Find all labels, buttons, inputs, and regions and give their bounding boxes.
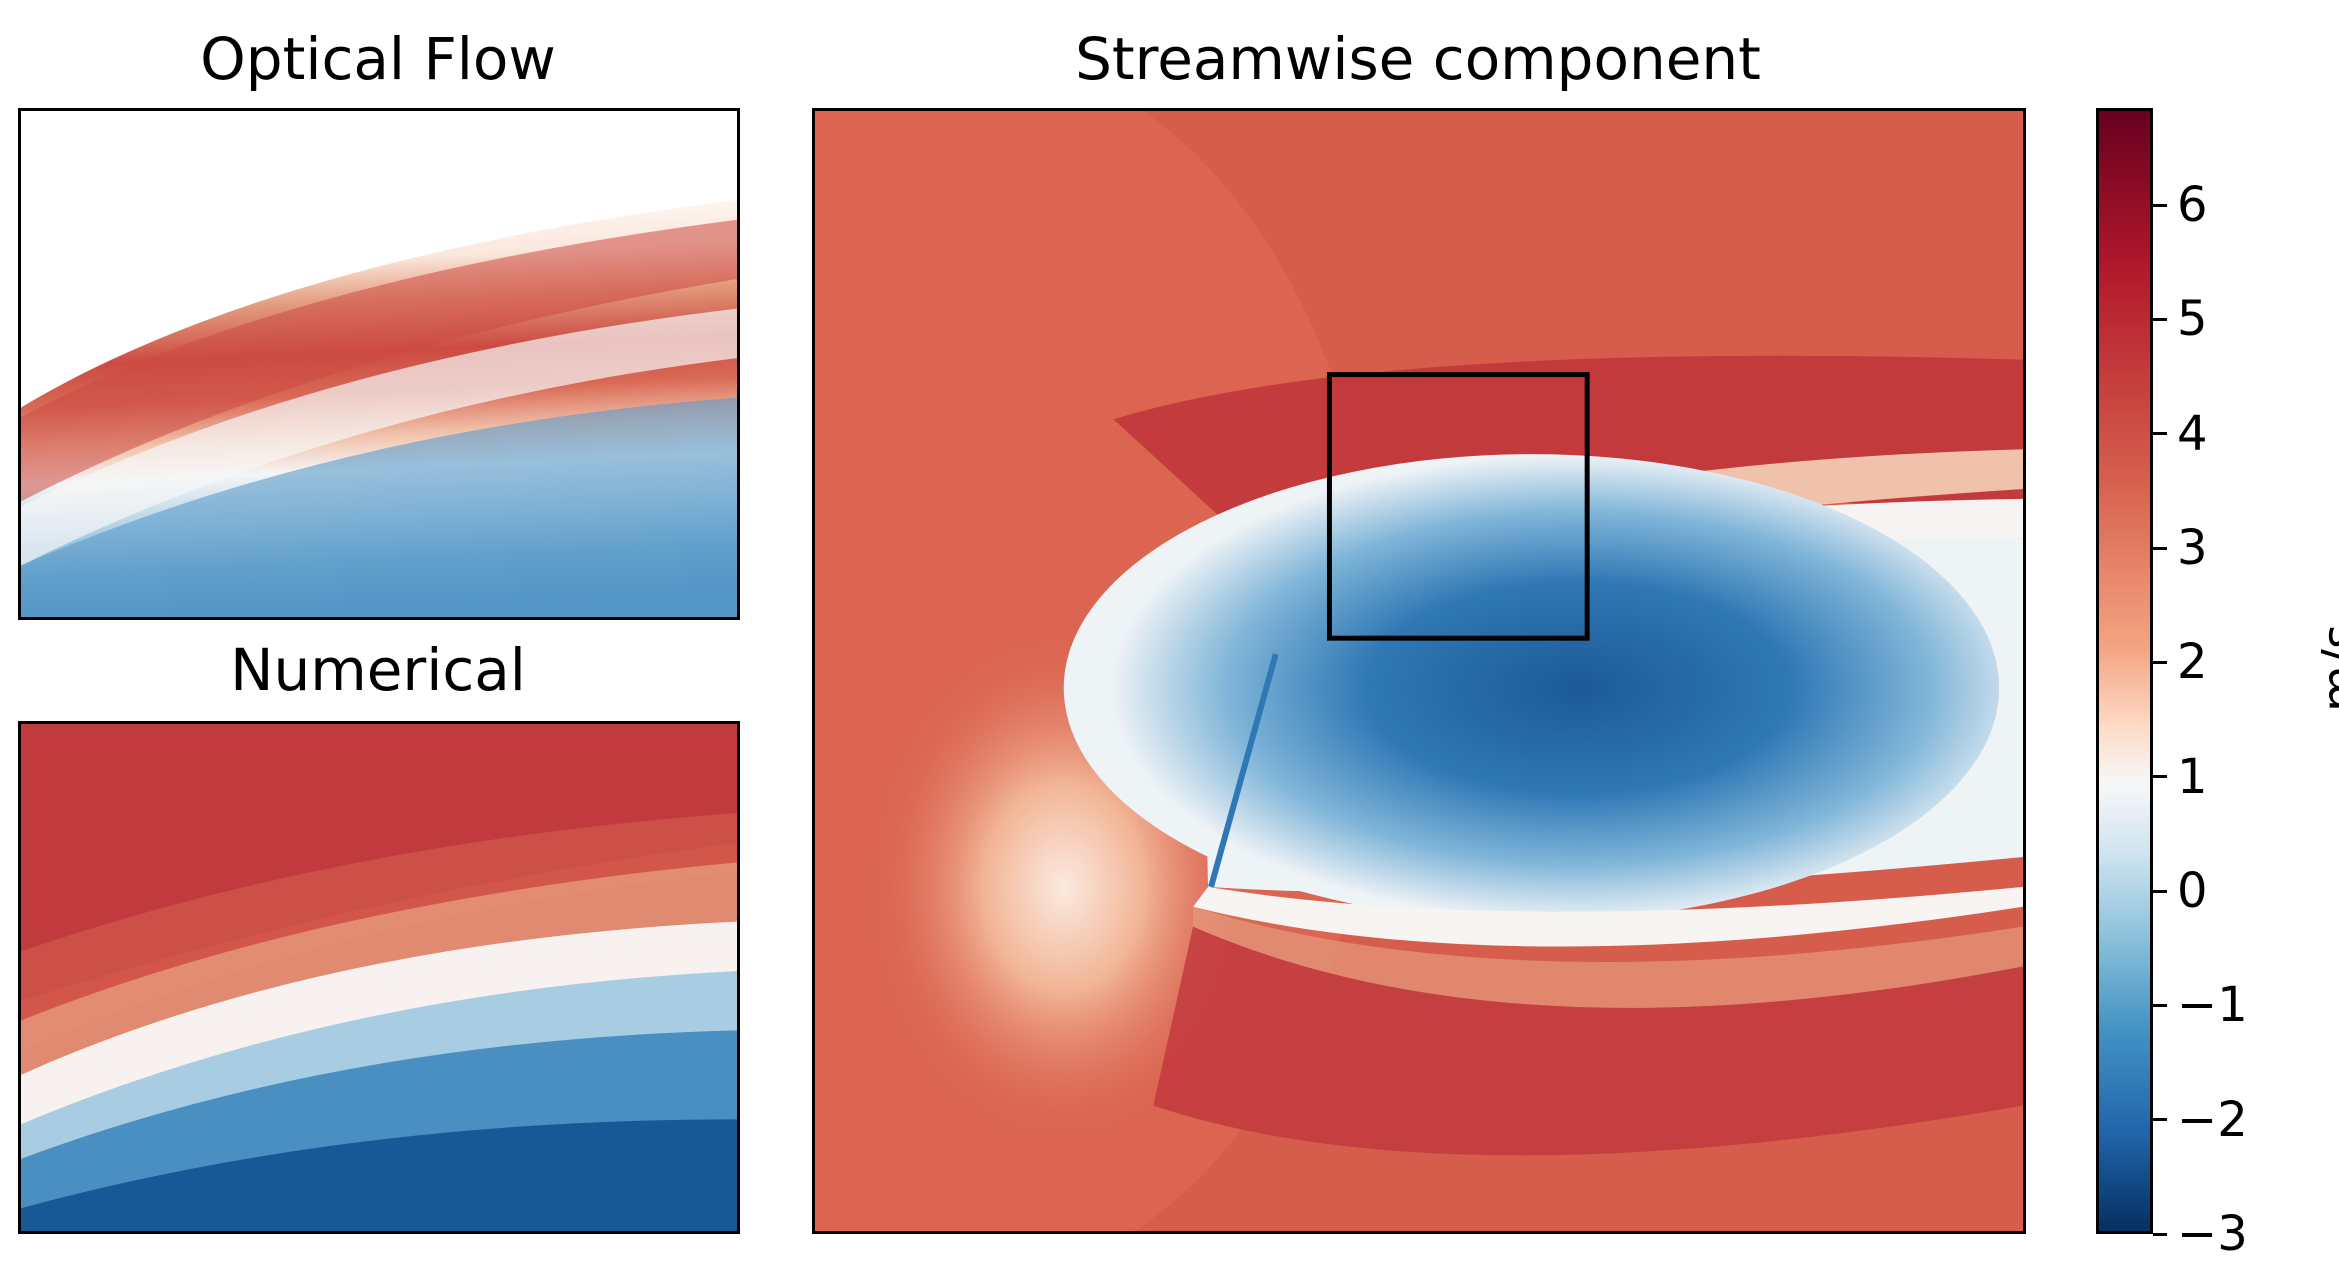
colorbar-tick-label: 1 [2177,748,2208,805]
optical-flow-panel [18,108,740,620]
streamwise-field [815,111,2023,1231]
colorbar-label: m/s [2312,624,2339,712]
numerical-field [21,724,737,1231]
numerical-title: Numerical [230,636,526,704]
colorbar-tick-label: 4 [2177,405,2208,462]
colorbar-tick [2153,203,2167,207]
optical-flow-title: Optical Flow [200,25,556,93]
colorbar-tick-label: 5 [2177,291,2208,348]
colorbar-tick-label: 0 [2177,863,2208,920]
colorbar [2096,108,2153,1234]
colorbar-tick-label: −3 [2177,1206,2248,1262]
colorbar-tick [2153,1003,2167,1007]
colorbar-tick [2153,775,2167,779]
streamwise-panel [812,108,2026,1234]
colorbar-tick-label: 6 [2177,177,2208,234]
numerical-panel [18,721,740,1234]
zoom-region-box [1326,372,1590,641]
colorbar-tick-label: 3 [2177,520,2208,577]
colorbar-tick [2153,1232,2167,1236]
colorbar-tick-label: −1 [2177,977,2248,1034]
streamwise-title: Streamwise component [1075,25,1761,93]
colorbar-tick [2153,1118,2167,1122]
colorbar-tick [2153,660,2167,664]
colorbar-tick [2153,317,2167,321]
colorbar-tick [2153,432,2167,436]
colorbar-tick [2153,889,2167,893]
colorbar-tick-label: −2 [2177,1091,2248,1148]
optical-flow-field [21,111,737,617]
colorbar-tick [2153,546,2167,550]
colorbar-tick-label: 2 [2177,634,2208,691]
